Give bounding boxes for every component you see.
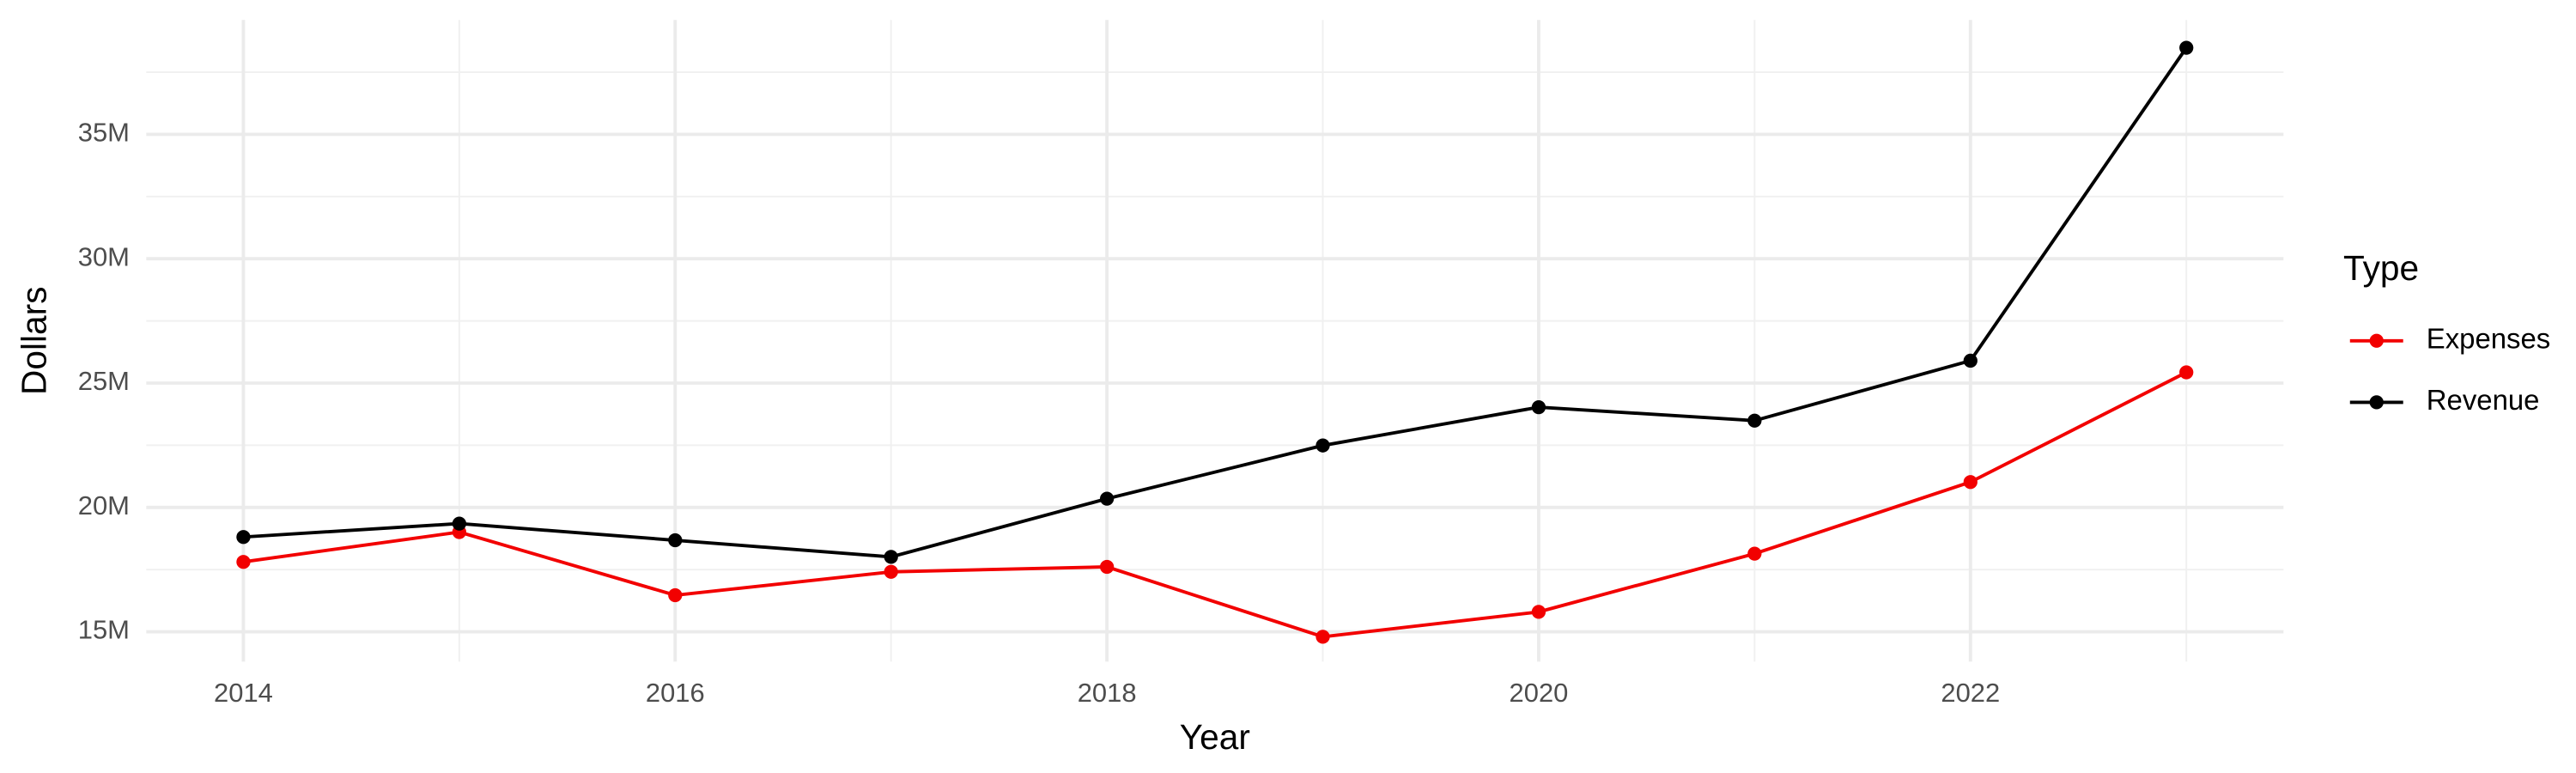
data-point (1963, 353, 1978, 368)
data-point (1531, 399, 1546, 415)
data-point (668, 533, 683, 548)
data-point (1315, 438, 1330, 453)
y-tick-label: 30M (78, 241, 130, 271)
x-tick-label: 2020 (1510, 678, 1569, 708)
series-line (243, 370, 2188, 639)
x-tick-label: 2016 (646, 678, 705, 708)
data-point (1963, 475, 1978, 490)
data-point (1100, 559, 1115, 575)
data-point (236, 555, 251, 569)
data-point (1747, 546, 1762, 561)
x-tick-label: 2022 (1941, 678, 2000, 708)
data-point (668, 587, 683, 603)
data-point (236, 530, 251, 545)
data-point (1747, 413, 1762, 428)
x-tick-label: 2014 (214, 678, 273, 708)
data-point (452, 516, 467, 531)
legend-label: Revenue (2427, 384, 2540, 416)
data-point (884, 564, 898, 579)
data-point (2179, 40, 2194, 55)
series-line (243, 46, 2188, 559)
y-axis-label: Dollars (14, 287, 53, 395)
legend-key-point (2369, 333, 2384, 348)
data-point (1100, 491, 1115, 506)
grid (146, 20, 2284, 662)
y-tick-label: 35M (78, 118, 130, 148)
data-point (1315, 630, 1330, 644)
data-point (884, 550, 898, 564)
y-tick-label: 25M (78, 366, 130, 396)
data-point (2179, 365, 2194, 380)
legend-key-point (2369, 395, 2384, 410)
legend-label: Expenses (2427, 322, 2550, 354)
x-axis-label: Year (1180, 717, 1250, 757)
legend-title: Type (2343, 248, 2419, 288)
data-point (1531, 605, 1546, 619)
plot-area (236, 40, 2194, 644)
y-tick-label: 20M (78, 490, 130, 520)
y-tick-label: 15M (78, 615, 130, 645)
x-tick-label: 2018 (1078, 678, 1137, 708)
